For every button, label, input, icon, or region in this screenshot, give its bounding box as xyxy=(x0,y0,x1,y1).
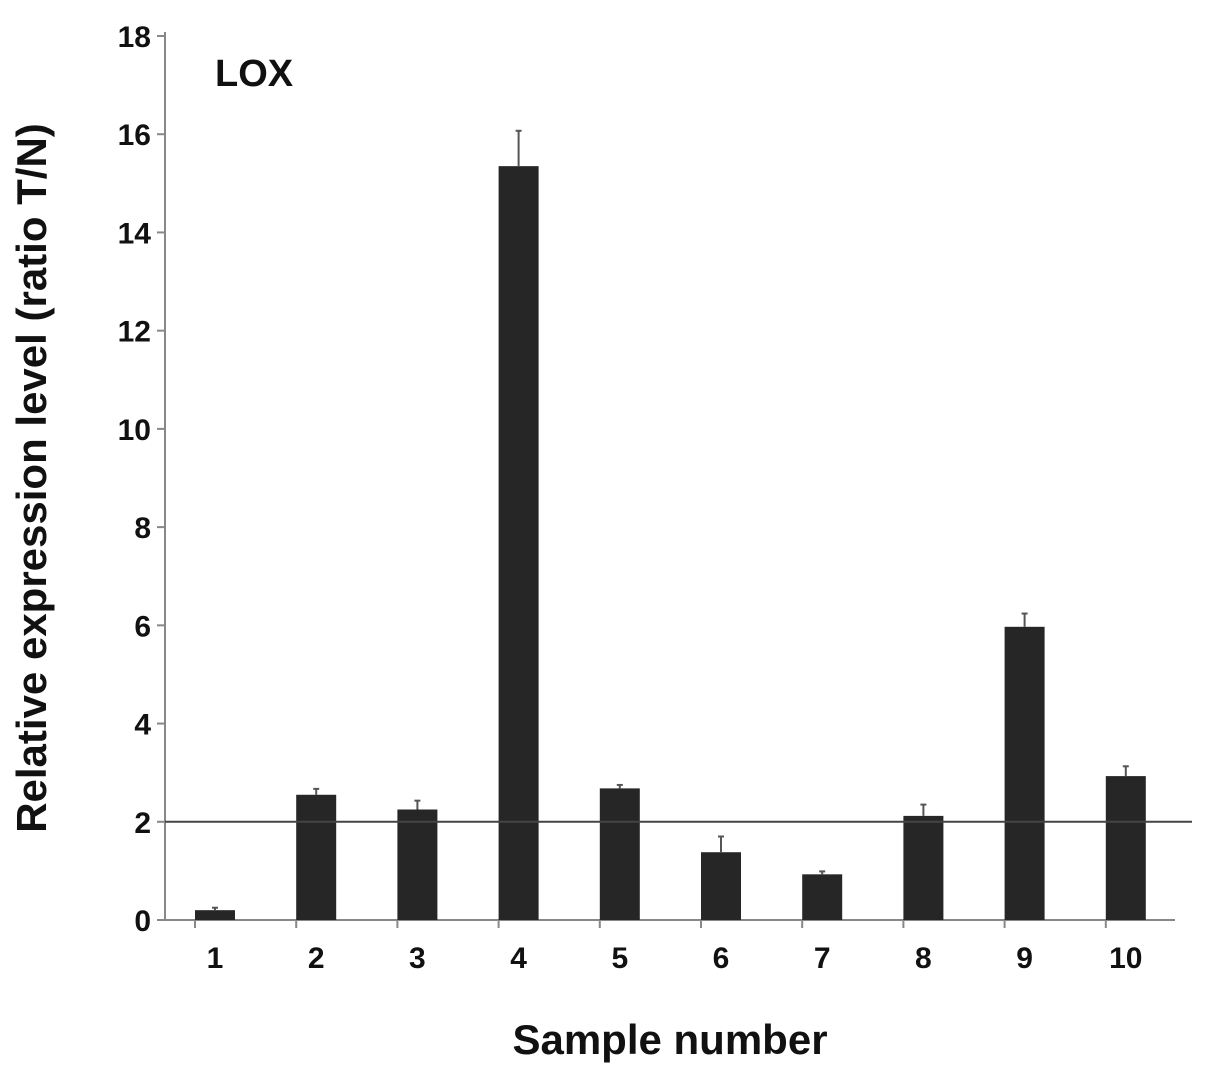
x-tick-label: 5 xyxy=(611,942,628,975)
x-tick-label: 10 xyxy=(1109,942,1142,975)
x-tick-label: 7 xyxy=(814,942,831,975)
bar xyxy=(1105,776,1146,920)
y-tick-label: 10 xyxy=(118,414,151,447)
y-tick-label: 2 xyxy=(134,807,151,840)
bar xyxy=(599,788,640,920)
chart-title: LOX xyxy=(215,53,294,95)
x-tick-label: 9 xyxy=(1016,942,1033,975)
y-tick-label: 0 xyxy=(134,905,151,938)
bar xyxy=(1004,626,1045,920)
y-tick-label: 6 xyxy=(134,610,151,643)
x-axis-title: Sample number xyxy=(512,1016,827,1063)
bar xyxy=(397,809,438,920)
y-tick-label: 12 xyxy=(118,316,151,349)
bar xyxy=(802,874,843,920)
y-tick-label: 4 xyxy=(134,709,151,742)
bar xyxy=(701,852,741,920)
x-tick-label: 4 xyxy=(510,942,527,975)
x-tick-label: 6 xyxy=(713,942,730,975)
bar xyxy=(903,815,944,920)
y-tick-label: 8 xyxy=(134,512,151,545)
x-tick-label: 2 xyxy=(308,942,325,975)
y-tick-label: 16 xyxy=(118,119,151,152)
bar xyxy=(498,166,539,921)
bar xyxy=(195,910,235,920)
x-tick-label: 1 xyxy=(207,942,224,975)
y-tick-label: 14 xyxy=(118,217,152,250)
y-axis-title: Relative expression level (ratio T/N) xyxy=(8,123,55,833)
bar xyxy=(296,794,337,920)
y-tick-label: 18 xyxy=(118,21,151,54)
x-tick-label: 8 xyxy=(915,942,932,975)
x-tick-label: 3 xyxy=(409,942,426,975)
